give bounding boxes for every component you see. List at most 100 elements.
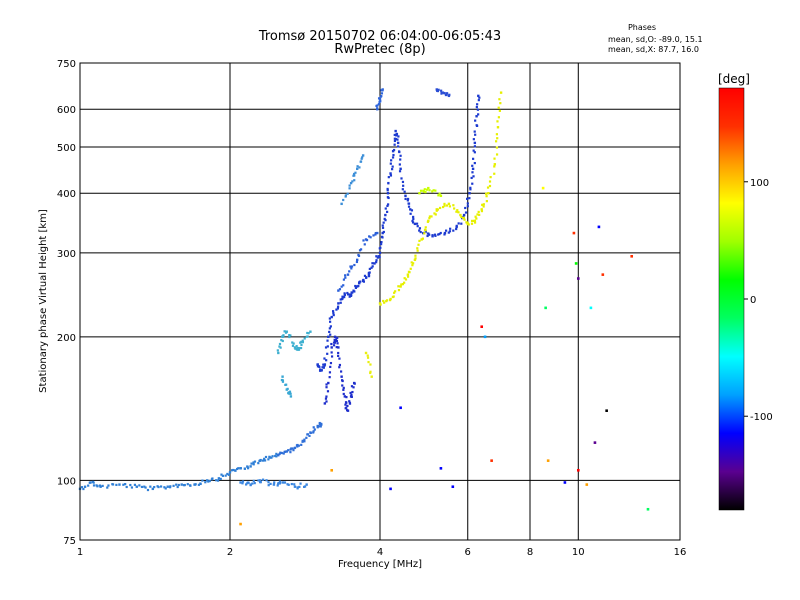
data-point: [356, 165, 359, 168]
data-point: [329, 365, 332, 368]
data-point: [281, 375, 284, 378]
data-point: [318, 421, 321, 425]
data-point: [456, 209, 459, 212]
data-point: [477, 113, 480, 116]
data-point: [472, 175, 475, 178]
data-point: [281, 379, 285, 382]
data-point: [369, 363, 372, 366]
data-point: [392, 295, 395, 298]
data-point: [339, 298, 342, 301]
data-point: [473, 161, 476, 165]
data-point: [394, 137, 398, 141]
data-point: [369, 236, 372, 239]
data-point: [293, 446, 297, 450]
scattered-point: [541, 186, 545, 190]
data-point: [379, 95, 382, 98]
data-point: [345, 406, 348, 409]
data-point: [393, 139, 397, 143]
data-point: [182, 484, 186, 487]
data-point: [227, 473, 230, 476]
data-point: [472, 157, 475, 160]
y-tick-label: 400: [57, 189, 76, 200]
data-point: [253, 460, 257, 463]
data-point: [325, 395, 328, 398]
data-point: [476, 108, 480, 111]
data-point: [283, 330, 286, 333]
data-point: [381, 231, 384, 235]
data-trace: [78, 452, 280, 492]
data-point: [480, 210, 484, 213]
data-point: [410, 209, 414, 212]
data-point: [399, 285, 402, 288]
chart-title: Tromsø 20150702 06:04:00-06:05:43: [258, 29, 501, 44]
data-point: [337, 346, 340, 349]
data-point: [381, 236, 384, 239]
data-point: [303, 337, 306, 340]
data-point: [281, 481, 284, 484]
data-point: [338, 363, 342, 367]
data-point: [333, 338, 336, 341]
data-point: [416, 249, 419, 252]
x-tick-label: 6: [465, 547, 471, 558]
data-point: [263, 457, 266, 460]
data-point: [342, 388, 345, 391]
data-point: [297, 347, 301, 350]
x-tick-label: 16: [674, 547, 687, 558]
data-point: [115, 483, 118, 487]
data-point: [426, 232, 429, 235]
data-point: [345, 396, 348, 399]
data-point: [409, 212, 412, 215]
data-point: [290, 447, 293, 450]
data-point: [307, 332, 310, 335]
data-point: [330, 346, 333, 349]
data-point: [349, 181, 353, 185]
data-point: [217, 479, 220, 482]
data-point: [336, 305, 340, 308]
data-point: [157, 485, 160, 489]
data-point: [495, 140, 498, 143]
data-point: [396, 141, 400, 145]
data-point: [426, 234, 429, 238]
data-point: [475, 105, 478, 109]
data-point: [288, 335, 291, 339]
data-point: [391, 149, 395, 153]
data-point: [277, 351, 280, 355]
data-point: [164, 487, 167, 490]
data-point: [250, 462, 253, 465]
data-point: [249, 484, 252, 487]
data-point: [438, 192, 441, 195]
data-point: [318, 365, 321, 369]
data-point: [280, 451, 283, 455]
data-point: [348, 270, 351, 273]
data-point: [440, 89, 443, 92]
data-point: [440, 92, 443, 95]
data-point: [274, 454, 277, 458]
data-point: [390, 159, 393, 162]
data-point: [471, 171, 474, 174]
data-point: [443, 204, 446, 207]
data-point: [471, 167, 475, 171]
data-point: [343, 292, 346, 295]
scattered-point: [646, 507, 650, 511]
data-point: [414, 257, 417, 260]
y-tick-label: 100: [57, 476, 76, 487]
data-point: [226, 472, 229, 476]
data-point: [353, 290, 356, 293]
data-point: [344, 194, 347, 197]
data-point: [201, 479, 204, 482]
data-point: [409, 208, 412, 211]
data-point: [399, 158, 402, 161]
data-point: [355, 285, 359, 288]
data-point: [354, 286, 358, 290]
data-point: [348, 402, 352, 405]
data-point: [485, 195, 488, 198]
colorbar: [718, 87, 745, 511]
data-point: [473, 141, 477, 145]
data-point: [437, 88, 440, 91]
data-point: [252, 461, 255, 464]
data-point: [288, 390, 292, 393]
data-point: [406, 199, 409, 202]
data-point: [293, 483, 296, 486]
data-point: [257, 462, 260, 465]
